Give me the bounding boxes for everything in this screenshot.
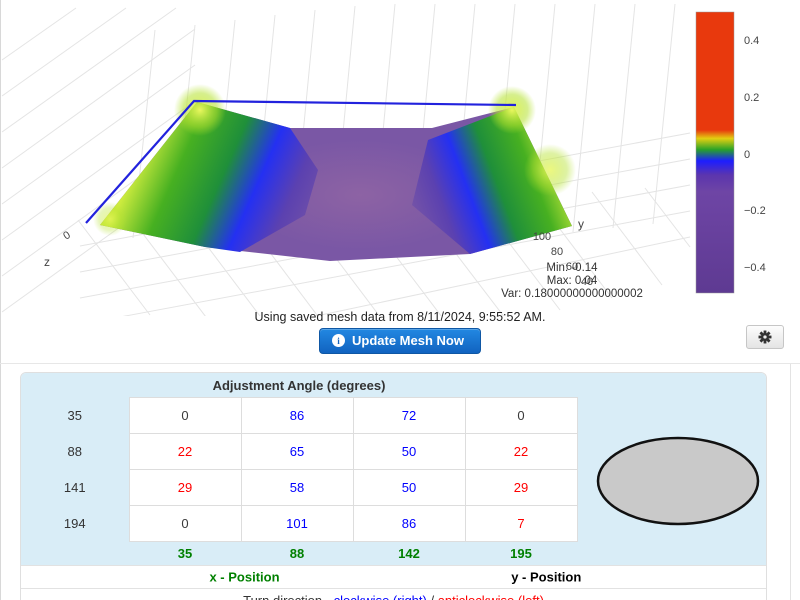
mesh-stat-min: Min: -0.14 xyxy=(546,262,598,274)
x-tick: 195 xyxy=(465,541,578,566)
y-position-row-label: 35 xyxy=(21,397,129,434)
mesh-stats: Min: -0.14 Max: 0.04 Var: 0.180000000000… xyxy=(501,262,643,300)
y-position-label: y - Position xyxy=(511,569,582,585)
mesh-surface xyxy=(93,84,576,261)
turn-direction-row: Turn direction - clockwise (right) / ant… xyxy=(21,588,766,600)
x-tick: 142 xyxy=(353,541,465,566)
mesh-3d-plot-canvas[interactable]: 0 z y 100 80 60 40 Min: -0.14 Max: 0.04 … xyxy=(0,0,800,336)
z-axis-tick: 0 xyxy=(61,229,73,242)
angle-cell: 29 xyxy=(464,469,578,506)
mesh-stat-variance: Var: 0.18000000000000002 xyxy=(501,288,643,300)
angle-cell: 86 xyxy=(240,397,354,434)
z-axis-label: z xyxy=(44,255,50,269)
x-ticks-row: 35 88 142 195 xyxy=(21,541,766,566)
table-row: 35 0 86 72 0 xyxy=(21,397,766,434)
settings-button[interactable] xyxy=(746,325,784,349)
mesh-status-text: Using saved mesh data from 8/11/2024, 9:… xyxy=(254,310,546,324)
y-position-row-label: 194 xyxy=(21,505,129,542)
plot-axis-labels: 0 z y 100 80 60 40 xyxy=(44,217,593,288)
bed-ellipse xyxy=(596,436,760,526)
y-tick-100: 100 xyxy=(533,231,551,243)
colorbar-tick-0.2: 0.2 xyxy=(744,92,759,104)
turn-direction-prefix: Turn direction - xyxy=(243,592,334,600)
adjustment-table-panel: Adjustment Angle (degrees) 35 0 86 72 0 … xyxy=(20,372,767,600)
turn-direction-clockwise: clockwise (right) xyxy=(333,592,427,600)
angle-cell: 101 xyxy=(240,505,354,542)
y-position-row-label: 88 xyxy=(21,433,129,470)
y-tick-40: 40 xyxy=(581,276,593,288)
mesh-stat-max: Max: 0.04 xyxy=(547,275,598,287)
x-tick: 88 xyxy=(241,541,353,566)
x-position-label: x - Position xyxy=(209,569,280,585)
angle-cell: 50 xyxy=(352,469,466,506)
y-tick-80: 80 xyxy=(551,246,563,258)
mesh-3d-plot[interactable]: 0 z y 100 80 60 40 Min: -0.14 Max: 0.04 … xyxy=(0,0,800,336)
bed-shape-cell xyxy=(577,373,766,566)
update-mesh-button-label: Update Mesh Now xyxy=(352,333,464,348)
table-row: 194 0 101 86 7 xyxy=(21,505,766,542)
gear-icon xyxy=(758,330,772,344)
y-position-row-label: 141 xyxy=(21,469,129,506)
angle-cell: 22 xyxy=(128,433,242,470)
angle-cell: 22 xyxy=(464,433,578,470)
colorbar-tick-0.4: 0.4 xyxy=(744,35,759,47)
colorbar: 0.4 0.2 0 −0.2 −0.4 xyxy=(695,11,766,294)
colorbar-tick--0.2: −0.2 xyxy=(744,205,766,217)
angle-cell: 7 xyxy=(464,505,578,542)
colorbar-tick--0.4: −0.4 xyxy=(744,262,766,274)
angle-cell: 58 xyxy=(240,469,354,506)
angle-cell: 50 xyxy=(352,433,466,470)
angle-cell: 0 xyxy=(464,397,578,434)
turn-direction-text: Turn direction - clockwise (right) / ant… xyxy=(21,588,766,600)
angle-cell: 65 xyxy=(240,433,354,470)
x-ticks-spacer xyxy=(21,541,129,566)
page-left-border xyxy=(0,0,1,600)
table-row: 141 29 58 50 29 xyxy=(21,469,766,506)
y-axis-label: y xyxy=(578,217,584,231)
panel-right-border xyxy=(790,364,791,600)
axis-labels-row: x - Position y - Position xyxy=(21,565,766,589)
update-mesh-button[interactable]: Update Mesh Now xyxy=(319,328,481,354)
turn-direction-anticlockwise: anticlockwise (left) xyxy=(437,592,544,600)
colorbar-tick-0: 0 xyxy=(744,149,750,161)
adjustment-table: Adjustment Angle (degrees) 35 0 86 72 0 … xyxy=(21,373,766,600)
angle-cell: 0 xyxy=(128,505,242,542)
angle-cell: 29 xyxy=(128,469,242,506)
table-title: Adjustment Angle (degrees) xyxy=(21,373,578,398)
info-icon xyxy=(332,334,346,347)
y-tick-60: 60 xyxy=(566,261,578,273)
table-row: 88 22 65 50 22 xyxy=(21,433,766,470)
angle-cell: 0 xyxy=(128,397,242,434)
x-tick: 35 xyxy=(129,541,241,566)
section-divider xyxy=(0,363,800,364)
angle-cell: 72 xyxy=(352,397,466,434)
angle-cell: 86 xyxy=(352,505,466,542)
bed-outline-line xyxy=(85,99,517,224)
turn-direction-separator: / xyxy=(426,592,438,600)
